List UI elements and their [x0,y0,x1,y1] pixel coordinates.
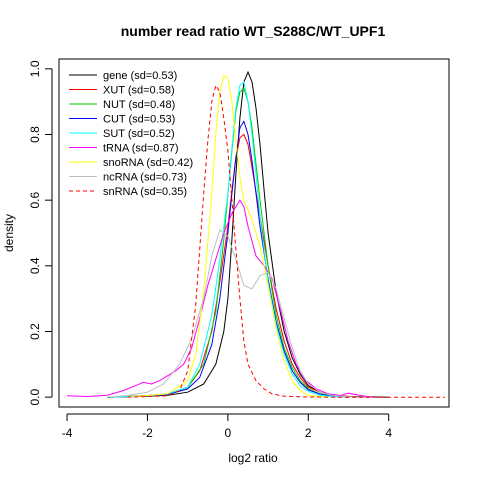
plot-frame [58,58,450,408]
legend-label: XUT (sd=0.58) [103,85,175,97]
y-tick-label: 0.0 [28,388,42,405]
legend-label: snoRNA (sd=0.42) [103,157,193,169]
x-tick-label: -4 [62,426,73,440]
x-axis-label: log2 ratio [228,451,278,465]
series-line-6 [66,199,373,398]
y-tick-label: 0.4 [28,257,42,274]
x-tick-label: 4 [385,426,392,440]
x-tick-label: -2 [142,426,153,440]
chart-title: number read ratio WT_S288C/WT_UPF1 [121,23,386,39]
y-axis-label: density [2,214,16,252]
series-line-4 [107,120,349,398]
legend-label: snRNA (sd=0.35) [103,186,187,198]
series-line-1 [107,70,389,398]
legend-label: tRNA (sd=0.87) [103,143,179,155]
series-line-8 [107,228,369,398]
x-axis: -4 -2 0 2 4 [62,413,392,440]
y-tick-label: 0.2 [28,323,42,340]
legend: gene (sd=0.53) XUT (sd=0.58) NUT (sd=0.48)… [69,70,193,198]
legend-label: SUT (sd=0.52) [103,128,175,140]
legend-label: CUT (sd=0.53) [103,114,175,126]
y-tick-label: 1.0 [28,60,42,77]
y-axis: 0.0 0.2 0.4 0.6 0.8 1.0 [28,60,53,405]
x-tick-label: 2 [305,426,312,440]
legend-label: NUT (sd=0.48) [103,99,175,111]
legend-label: gene (sd=0.53) [103,70,177,82]
plot-area [66,70,445,398]
y-tick-label: 0.8 [28,126,42,143]
y-tick-label: 0.6 [28,192,42,209]
series-line-9 [127,84,445,398]
legend-label: ncRNA (sd=0.73) [103,172,187,184]
x-tick-label: 0 [225,426,232,440]
series-line-5 [107,81,349,398]
